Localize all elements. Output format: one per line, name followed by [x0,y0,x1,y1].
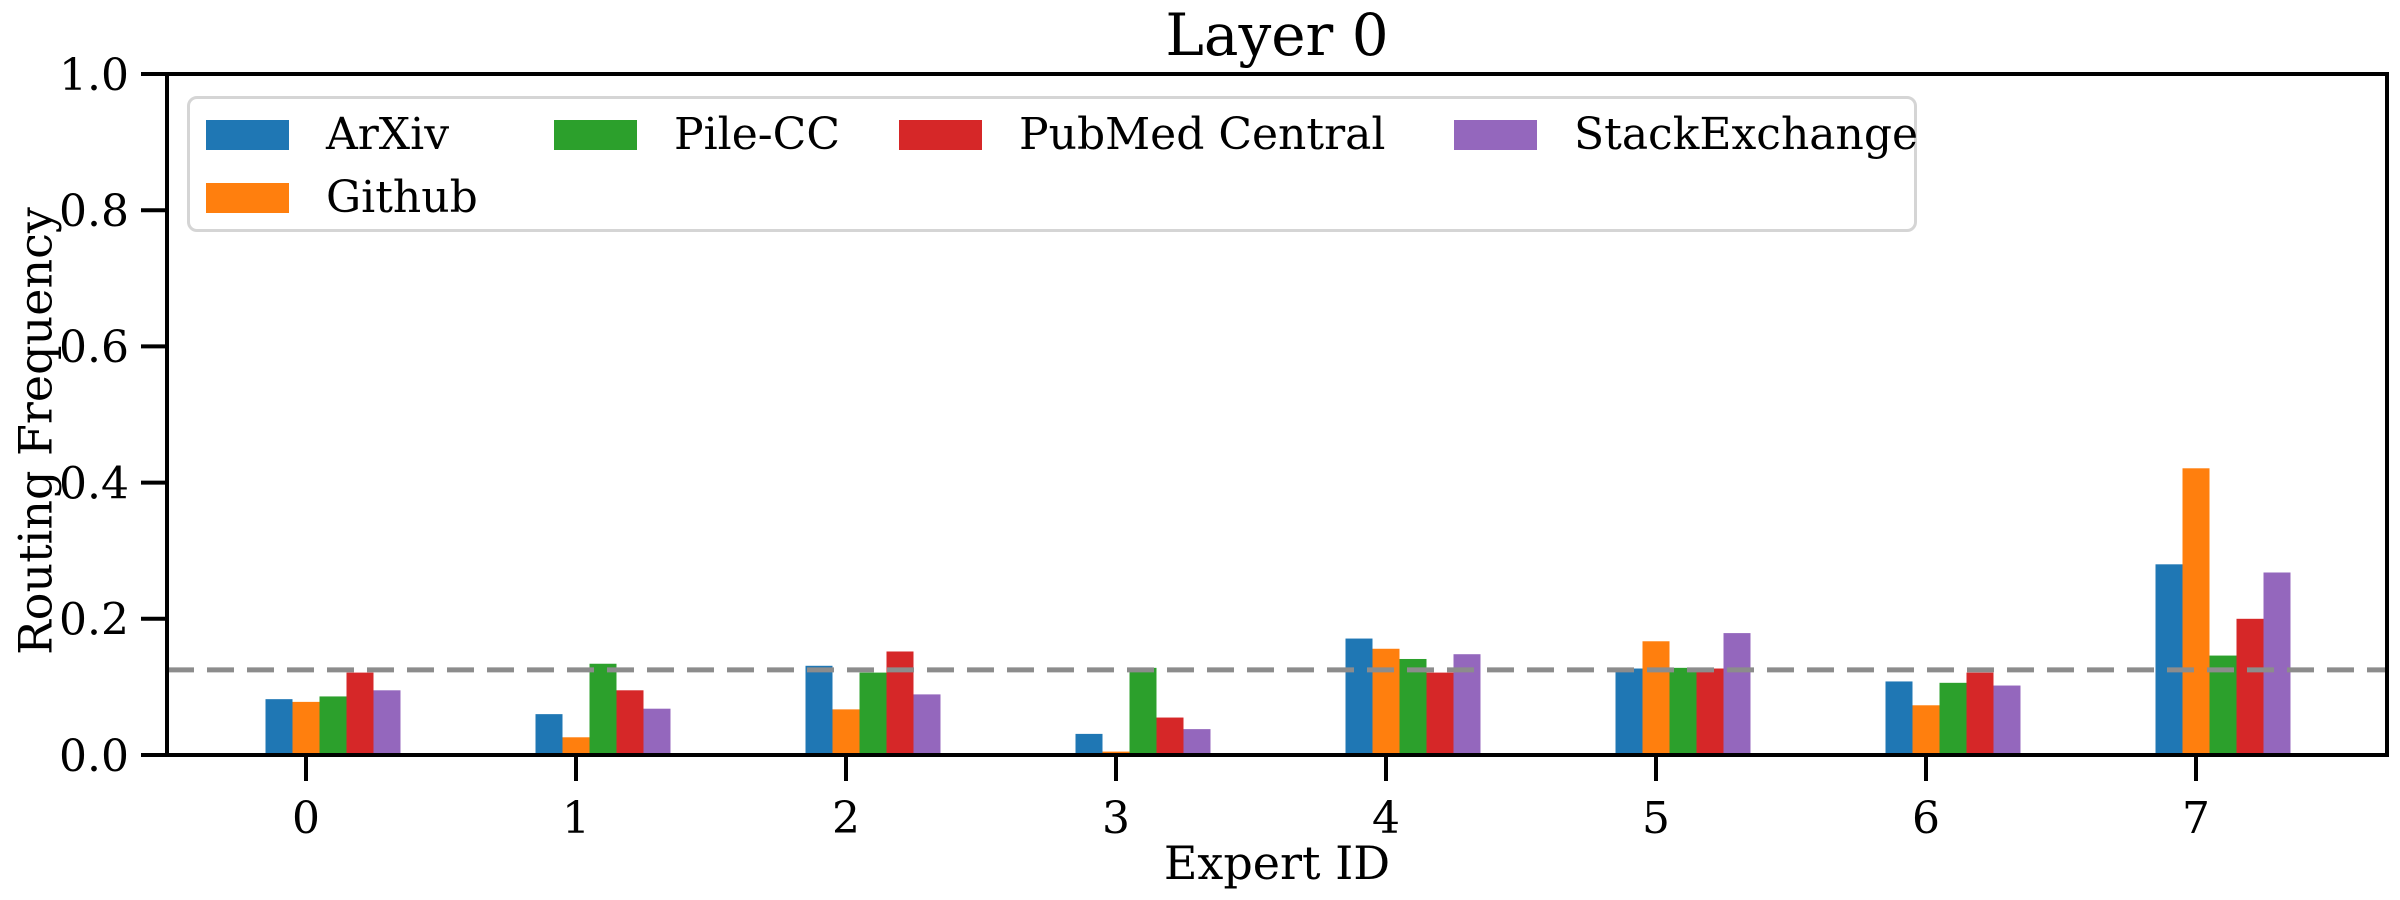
bar-arxiv [2155,564,2183,755]
bar-stackexchange [1723,633,1751,755]
bar-arxiv [265,699,293,755]
bar-pubmed-central [1156,717,1184,755]
bar-pile-cc [319,696,347,755]
legend: ArXiv Github Pile-CC PubMed Central StackExc… [187,96,1918,232]
y-tick-label: 0.8 [59,186,129,237]
bar-pile-cc [1939,682,1967,755]
axes-spines [165,72,2389,757]
legend-label: StackExchange [1574,109,1919,160]
x-tick-label: 0 [292,793,320,844]
bar-pile-cc [859,672,887,755]
bar-arxiv [1885,681,1913,755]
bar-pile-cc [589,663,617,755]
bar-github [2182,468,2210,755]
bar-arxiv [1345,638,1373,755]
legend-item-pile-cc: Pile-CC [554,110,840,160]
y-axis-label: Routing Frequency [8,207,63,655]
bar-pile-cc [1399,658,1427,755]
legend-swatch-icon [206,183,289,213]
bar-pubmed-central [1966,672,1994,755]
x-tick-label: 6 [1912,793,1940,844]
legend-item-pubmed-central: PubMed Central [899,110,1385,160]
legend-item-stackexchange: StackExchange [1454,110,1918,160]
bar-stackexchange [1183,729,1211,755]
y-tick-label: 0.6 [59,322,129,373]
bar-stackexchange [373,690,401,755]
x-tick-label: 3 [1102,793,1130,844]
bar-github [832,709,860,755]
bar-stackexchange [643,708,671,755]
bar-pubmed-central [346,672,374,755]
bar-arxiv [805,665,833,755]
legend-item-arxiv: ArXiv [206,110,449,160]
legend-item-github: Github [206,173,478,223]
bar-github [292,701,320,755]
legend-label: Pile-CC [674,109,840,160]
legend-label: ArXiv [326,109,450,160]
x-tick-label: 4 [1372,793,1400,844]
legend-label: Github [326,172,478,223]
bar-pubmed-central [886,651,914,755]
bar-pubmed-central [2236,618,2264,755]
bar-arxiv [535,714,563,755]
bar-pile-cc [1129,667,1157,755]
x-tick-label: 5 [1642,793,1670,844]
bar-pubmed-central [616,690,644,755]
x-tick-label: 1 [562,793,590,844]
legend-swatch-icon [899,120,982,150]
bar-pubmed-central [1696,668,1724,755]
y-tick-label: 0.4 [59,458,129,509]
legend-label: PubMed Central [1019,109,1386,160]
y-tick-label: 0.2 [59,595,129,646]
bar-github [1912,705,1940,755]
chart-title: Layer 0 [1165,1,1389,69]
bar-stackexchange [2263,572,2291,755]
bar-arxiv [1615,668,1643,755]
x-tick-label: 7 [2182,793,2210,844]
legend-swatch-icon [206,120,289,150]
bar-github [1642,641,1670,755]
legend-swatch-icon [554,120,637,150]
bar-stackexchange [913,694,941,755]
bar-github [562,737,590,755]
bar-stackexchange [1993,685,2021,755]
y-tick-label: 1.0 [59,50,129,101]
bar-arxiv [1075,733,1103,755]
y-tick-label: 0.0 [59,731,129,782]
x-tick-label: 2 [832,793,860,844]
bar-pubmed-central [1426,672,1454,755]
x-axis-label: Expert ID [1163,836,1391,890]
legend-swatch-icon [1454,120,1537,150]
bar-pile-cc [1669,667,1697,755]
bar-github [1372,648,1400,755]
